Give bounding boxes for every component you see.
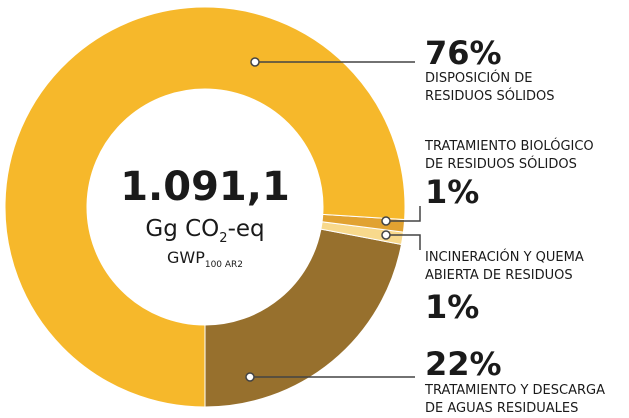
label-line: DE RESIDUOS SÓLIDOS	[425, 156, 577, 172]
label-line: TRATAMIENTO Y DESCARGA	[424, 383, 605, 398]
leader-line	[386, 234, 421, 250]
label-line: DISPOSICIÓN DE	[425, 70, 532, 86]
center-metric: GWP100 AR2	[167, 248, 243, 270]
slice	[204, 228, 403, 408]
metric-sub: 100 AR2	[205, 260, 243, 270]
value-label: 1%	[425, 288, 479, 326]
leader-dot	[381, 216, 391, 226]
unit-sub: 2	[219, 231, 227, 246]
value-label: 22%	[425, 345, 502, 383]
leader-line	[386, 206, 421, 222]
label-line: INCINERACIÓN Y QUEMA	[425, 249, 584, 265]
leader-dot	[381, 230, 391, 240]
category-label: DISPOSICIÓN DE RESIDUOS SÓLIDOS	[425, 70, 555, 104]
category-label: INCINERACIÓN Y QUEMA ABIERTA DE RESIDUOS	[425, 249, 584, 283]
label-line: ABIERTA DE RESIDUOS	[425, 268, 573, 283]
value-label: 76%	[425, 34, 502, 72]
unit: Gg CO	[145, 216, 219, 242]
center-unit: Gg CO2-eq	[145, 216, 264, 246]
center-value: 1.091,1	[120, 164, 290, 210]
unit-end: -eq	[228, 216, 265, 242]
category-label: TRATAMIENTO BIOLÓGICO DE RESIDUOS SÓLIDOS	[424, 138, 594, 172]
category-label: TRATAMIENTO Y DESCARGA DE AGUAS RESIDUALE…	[424, 383, 605, 416]
leader-dot	[245, 372, 255, 382]
label-line: DE AGUAS RESIDUALES	[425, 401, 578, 416]
slice	[4, 6, 406, 408]
label-line: RESIDUOS SÓLIDOS	[425, 88, 555, 104]
value-label: 1%	[425, 173, 479, 211]
leader-dot	[250, 57, 260, 67]
slice	[320, 221, 404, 246]
metric: GWP	[167, 248, 205, 267]
label-line: TRATAMIENTO BIOLÓGICO	[424, 138, 594, 154]
